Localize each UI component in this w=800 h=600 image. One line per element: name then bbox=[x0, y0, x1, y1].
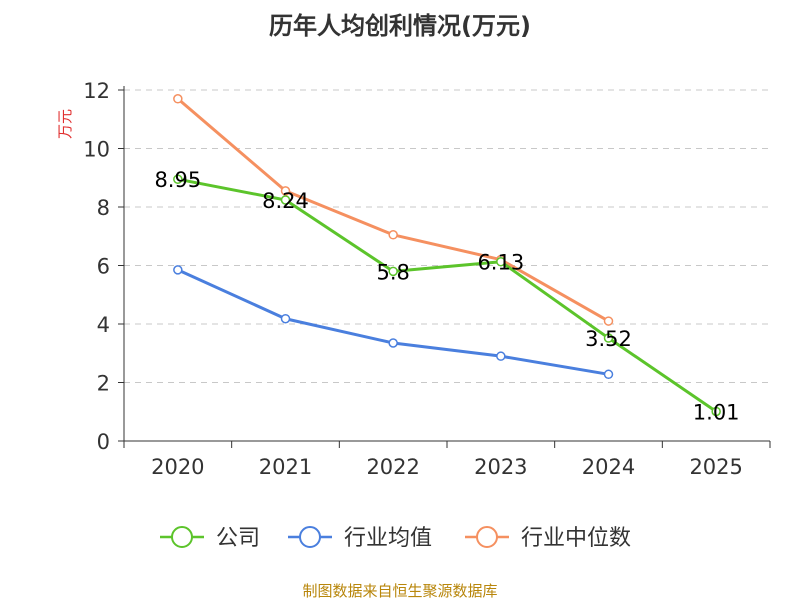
y-tick-label: 6 bbox=[97, 255, 110, 279]
x-tick-label: 2022 bbox=[366, 455, 419, 479]
legend-label: 行业中位数 bbox=[521, 526, 631, 551]
data-point bbox=[280, 313, 291, 324]
source-note: 制图数据来自恒生聚源数据库 bbox=[302, 582, 497, 600]
legend: 公司 行业均值 行业中位数 bbox=[160, 526, 631, 551]
y-tick-label: 12 bbox=[83, 79, 110, 103]
chart-title: 历年人均创利情况(万元) bbox=[269, 12, 531, 40]
axes: 0 2 4 6 8 10 12 2020 2021 2022 2023 2024 2025 bbox=[83, 79, 771, 479]
legend-marker bbox=[476, 526, 498, 548]
series-layer bbox=[173, 94, 721, 417]
data-point bbox=[711, 406, 721, 417]
data-label: 3.52 bbox=[585, 327, 632, 351]
data-point bbox=[388, 230, 398, 240]
data-label: 5.8 bbox=[376, 260, 409, 284]
series-line-2 bbox=[176, 97, 610, 323]
legend-marker bbox=[171, 526, 193, 548]
y-tick-label: 10 bbox=[83, 138, 110, 162]
data-point bbox=[388, 338, 398, 348]
data-point bbox=[280, 186, 291, 196]
series-line-0 bbox=[177, 177, 718, 413]
data-point bbox=[496, 256, 506, 267]
y-tick-label: 4 bbox=[97, 313, 110, 337]
legend-label: 行业均值 bbox=[344, 526, 432, 551]
x-tick-label: 2020 bbox=[151, 455, 204, 479]
data-label: 1.01 bbox=[693, 400, 740, 424]
data-point bbox=[173, 94, 183, 104]
data-point bbox=[173, 265, 183, 275]
data-point bbox=[388, 266, 398, 277]
x-tick-label: 2024 bbox=[582, 455, 635, 479]
data-point bbox=[496, 351, 506, 361]
data-label: 6.13 bbox=[477, 251, 524, 275]
data-label: 8.24 bbox=[262, 189, 309, 213]
x-tick-label: 2021 bbox=[259, 455, 312, 479]
data-point bbox=[603, 369, 614, 380]
legend-marker bbox=[299, 526, 321, 548]
legend-label: 公司 bbox=[216, 526, 260, 551]
data-point bbox=[173, 174, 183, 184]
x-tick-label: 2025 bbox=[689, 455, 742, 479]
y-tick-label: 8 bbox=[97, 196, 110, 220]
data-point bbox=[603, 316, 614, 326]
data-point bbox=[280, 195, 291, 205]
data-label: 8.95 bbox=[154, 168, 201, 192]
x-tick-label: 2023 bbox=[474, 455, 527, 479]
y-axis-label: 万元 bbox=[56, 109, 74, 139]
y-tick-label: 0 bbox=[97, 430, 110, 454]
y-tick-label: 2 bbox=[97, 372, 110, 396]
data-labels: 8.95 8.24 5.8 6.13 3.52 1.01 bbox=[154, 168, 739, 424]
data-point bbox=[603, 333, 614, 343]
